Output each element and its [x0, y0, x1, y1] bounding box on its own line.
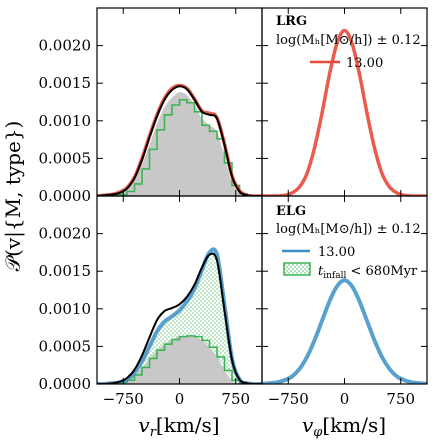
- y-tick-label: 0.0005: [39, 149, 92, 167]
- x-tick-label: 0: [340, 390, 350, 408]
- legend-lrg-title: LRG: [276, 14, 307, 29]
- legend-lrg-range: log(Mₕ[M⊙/h]) ± 0.12: [276, 33, 421, 48]
- y-tick-label: 0.0020: [39, 225, 92, 243]
- frame-elg-vphi: [261, 195, 428, 385]
- y-tick-labels: 0.0000 0.0005 0.0010 0.0015 0.0020 0.0000 0.00…: [39, 37, 92, 393]
- legend-elg-title: ELG: [276, 204, 306, 219]
- y-tick-label: 0.0005: [39, 337, 92, 355]
- y-axis-label: 𝒫(v|{M, type}): [1, 121, 26, 272]
- legend-infall-label: tinfall < 680Myr: [318, 264, 418, 281]
- y-tick-label: 0.0020: [39, 37, 92, 55]
- legend-lrg: LRG log(Mₕ[M⊙/h]) ± 0.12 13.00: [276, 14, 421, 71]
- panel-elg-vphi: [262, 278, 427, 384]
- x-tick-label: 0: [175, 390, 185, 408]
- black-series-lrg-vr: [97, 85, 262, 196]
- blue-series-elg-vphi: [262, 278, 427, 384]
- gray-shade-elg-vr: [97, 335, 262, 384]
- x-tick-label: 750: [221, 390, 250, 408]
- y-tick-label: 0.0000: [39, 187, 92, 205]
- red-series-lrg-vphi: [262, 28, 427, 196]
- y-tick-label: 0.0010: [39, 300, 92, 318]
- panel-lrg-vr: [97, 83, 262, 196]
- y-tick-label: 0.0015: [39, 262, 92, 280]
- x-tick-label: −750: [268, 390, 309, 408]
- green-series-lrg-vr: [97, 98, 262, 196]
- black-series-elg-vr: [97, 252, 262, 384]
- x-axis-label-vr: vr[km/s]: [138, 413, 219, 440]
- y-tick-label: 0.0015: [39, 74, 92, 92]
- x-tick-labels: −750 0 750 −750 0 750: [103, 390, 415, 408]
- panel-elg-vr: [97, 247, 262, 384]
- legend-elg-entry: 13.00: [318, 245, 355, 260]
- gray-shade-lrg-vr: [97, 92, 262, 196]
- legend-elg: ELG log(Mₕ[M⊙/h]) ± 0.12 13.00 tinfall <…: [276, 204, 421, 281]
- x-tick-label: −750: [103, 390, 144, 408]
- y-tick-label: 0.0010: [39, 112, 92, 130]
- panel-lrg-vphi: [262, 28, 427, 196]
- legend-lrg-entry: 13.00: [346, 56, 383, 71]
- legend-elg-range: log(Mₕ[M⊙/h]) ± 0.12: [276, 222, 421, 237]
- x-axis-label-vphi: vφ[km/s]: [302, 413, 386, 440]
- y-tick-label: 0.0000: [39, 375, 92, 393]
- x-tick-label: 750: [386, 390, 415, 408]
- legend-infall-swatch: [283, 262, 311, 276]
